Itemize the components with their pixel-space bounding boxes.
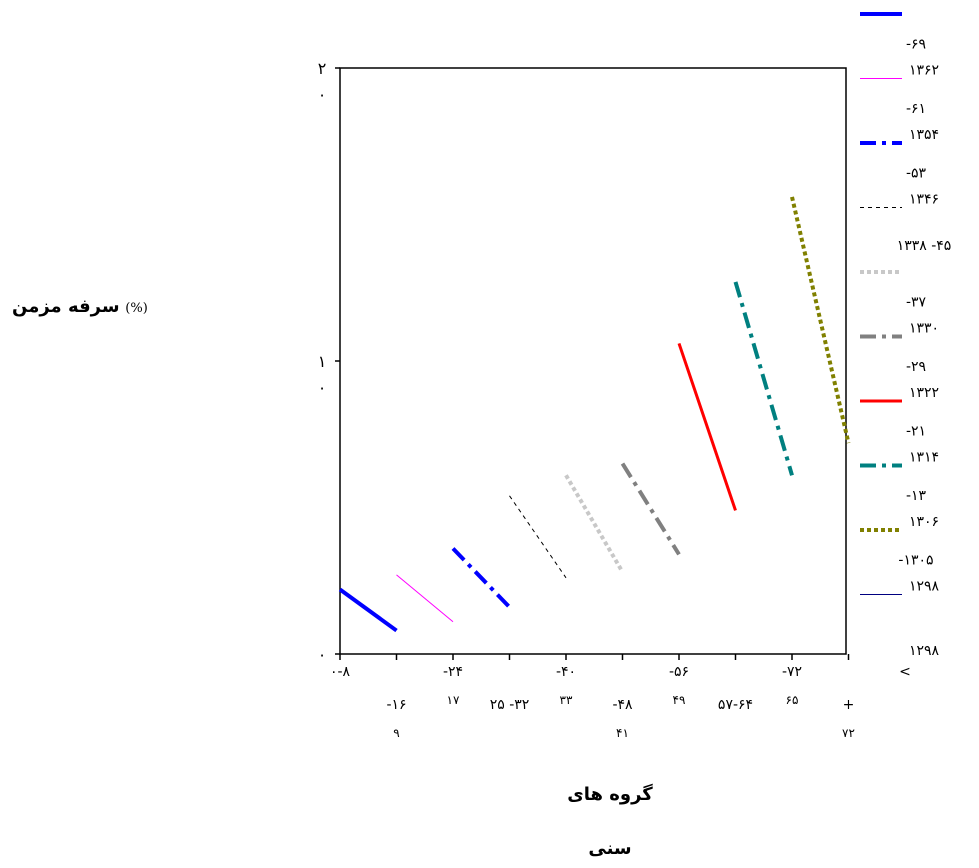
plot-area-frame: [339, 67, 847, 655]
legend-label-line1: -۱۳: [906, 488, 927, 504]
x-tick-label-line2: ۱۷: [447, 693, 460, 707]
series-lines: [338, 196, 851, 633]
x-tick-label: -۷۲: [782, 664, 802, 680]
legend-label-line1: -۳۷: [906, 295, 927, 311]
x-tick-label: -۲۴: [443, 664, 463, 680]
x-tick-label: ۵۷-۶۴: [718, 697, 753, 713]
x-tick-label-line2: ۴۱: [616, 726, 629, 740]
legend-label-line2: ۱۳۵۴: [909, 127, 939, 143]
legend-label-line2: ۱۲۹۸: [909, 579, 940, 595]
x-tick-label-line2: ۳۳: [560, 693, 573, 707]
series-line-7: [677, 342, 737, 511]
x-tick-label: -۴۸: [612, 697, 633, 713]
legend-label-line1: -۶۱: [906, 101, 926, 117]
x-axis-title-line1: گروه های: [567, 784, 653, 805]
x-tick-label: -۵۶: [669, 664, 689, 680]
x-tick-label-line2: ۴۹: [673, 693, 686, 707]
series-line-1: [338, 587, 398, 633]
legend-label-line1: -۶۹: [906, 37, 926, 53]
legend-label-line1: -۲۱: [906, 424, 926, 440]
series-line-6: [620, 462, 681, 556]
series-line-2: [396, 574, 454, 623]
legend-label-line1: -۲۹: [906, 359, 926, 375]
x-tick-label: ۰-۸: [330, 664, 351, 680]
legend-label-line2: ۱۳۳۰: [909, 321, 939, 337]
series-line-5: [564, 474, 625, 573]
y-axis-title-text: سرفه مزمن: [12, 296, 120, 317]
legend-label-line1: -۵۳: [906, 166, 927, 182]
series-line-8: [733, 281, 794, 476]
legend-label-line2: ۱۳۲۲: [909, 385, 939, 401]
y-axis-title: سرفه مزمن (%): [12, 296, 154, 317]
y-tick-label: ۲: [318, 59, 327, 78]
y-tick-label: ۰: [318, 645, 327, 664]
series-line-3: [451, 547, 511, 609]
legend-label-line2: ۱۳۴۶: [909, 192, 939, 208]
y-axis-title-unit: (%): [125, 301, 148, 316]
x-tick-label: <: [899, 664, 911, 680]
series-line-9: [790, 196, 851, 444]
y-tick-label: ۱: [318, 352, 327, 371]
y-tick-label-line2: ۰: [318, 378, 327, 397]
x-tick-label-line2: ۹: [393, 726, 399, 740]
x-tick-label-line2: ۶۵: [786, 693, 799, 707]
legend-label-line2: ۱۳۱۴: [909, 450, 939, 466]
x-tick-label: +: [843, 697, 855, 713]
y-axis: ۲ ۰ ۱ ۰ ۰: [318, 59, 340, 664]
x-tick-label: -۱۶: [386, 697, 406, 713]
legend-label-line2: ۱۳۳۸ -۴۵: [897, 238, 952, 254]
y-tick-label-line2: ۰: [318, 85, 327, 104]
x-axis: ۰-۸ -۱۶ ۹ -۲۴ ۱۷ ۲۵ -۳۲ -۴۰ ۳۳ -۴۸ ۴۱ -۵۶ ۴۹ ۵۷-۶۴ -۷…: [330, 654, 911, 740]
x-tick-label: ۲۵ -۳۲: [490, 697, 530, 713]
x-axis-title-line2: سنی: [588, 838, 632, 859]
x-tick-label-line2: ۷۲: [842, 726, 855, 740]
legend-label-line2: ۱۲۹۸: [909, 643, 940, 659]
x-tick-label: -۴۰: [556, 664, 576, 680]
legend: -۶۹ ۱۳۶۲ -۶۱ ۱۳۵۴ -۵۳ ۱۳۴۶ ۱۳۳۸ -۴۵ -۳۷ ۱۳۳۰ -۲۹ ۱…: [860, 12, 952, 659]
legend-label-line2: ۱۳۰۶: [909, 514, 939, 530]
legend-label-line1: -۱۳۰۵: [898, 553, 933, 569]
series-line-4: [509, 495, 567, 579]
legend-label-line2: ۱۳۶۲: [909, 63, 939, 79]
